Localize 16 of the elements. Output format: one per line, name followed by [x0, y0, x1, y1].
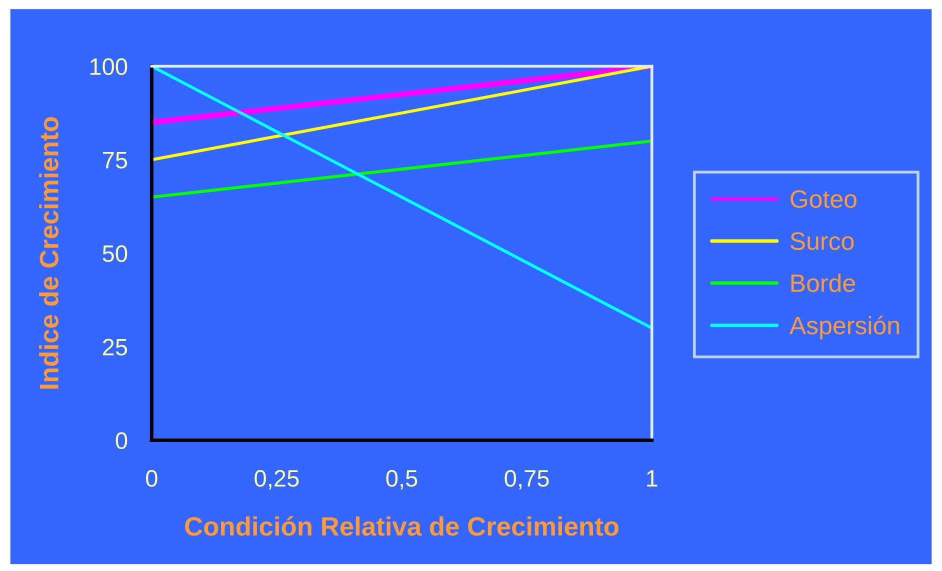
legend-label: Surco — [790, 232, 854, 250]
y-tick-label: 0 — [116, 432, 128, 450]
y-tick-label: 50 — [102, 245, 128, 262]
x-tick-label: 0 — [146, 470, 158, 487]
y-tick-label: 75 — [103, 152, 128, 169]
legend-label: Borde — [791, 274, 855, 292]
x-tick-label: 0,25 — [254, 470, 299, 490]
y-axis-title: Indice de Crecimiento — [39, 117, 58, 389]
y-tick-label: 100 — [90, 58, 128, 76]
legend-label: Aspersión — [789, 316, 899, 340]
x-tick-label: 0,5 — [386, 470, 418, 490]
x-tick-label: 0,75 — [504, 470, 549, 490]
y-tick-label: 25 — [102, 338, 128, 356]
x-axis-title: Condición Relativa de Crecimiento — [185, 516, 618, 536]
x-tick-label: 1 — [647, 470, 658, 487]
legend-label: Goteo — [790, 190, 856, 208]
